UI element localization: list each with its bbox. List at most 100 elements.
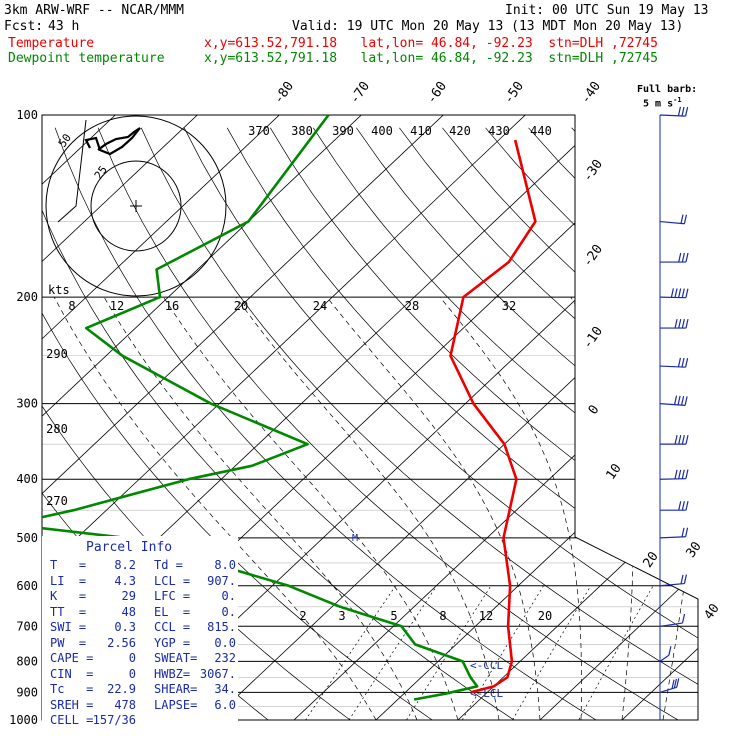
barb-feather bbox=[685, 435, 689, 445]
dry-adiabat-420 bbox=[571, 127, 698, 720]
wind-barb bbox=[659, 574, 688, 587]
moist-adiabat-20 bbox=[326, 296, 541, 720]
barb-feather bbox=[668, 646, 672, 656]
mixing-ratio-label-upper: 16 bbox=[165, 299, 179, 313]
valid-time: Valid: 19 UTC Mon 20 May 13 (13 MDT Mon … bbox=[292, 19, 684, 34]
barb-feather bbox=[685, 469, 689, 479]
isotherm-label: 10 bbox=[603, 461, 624, 482]
barb-feather bbox=[681, 318, 685, 329]
barb-feather bbox=[673, 678, 677, 689]
pressure-label-400: 400 bbox=[16, 472, 38, 486]
parcel-v2: 3067. bbox=[199, 666, 236, 681]
barb-feather bbox=[685, 501, 689, 511]
theta-label-left: 290 bbox=[46, 347, 68, 361]
parcel-v2: 0.0 bbox=[214, 635, 236, 650]
theta-label-top: 430 bbox=[488, 124, 510, 138]
parcel-k2: Td = bbox=[154, 558, 183, 572]
parcel-v2: 34. bbox=[214, 682, 236, 696]
barb-legend-title: Full barb: bbox=[637, 84, 698, 95]
dry-adiabat-400 bbox=[485, 127, 698, 720]
parcel-marker: M bbox=[352, 533, 358, 544]
parcel-k1: CELL = bbox=[50, 713, 94, 727]
barb-staff bbox=[659, 114, 686, 117]
parcel-v1: 48 bbox=[121, 604, 136, 619]
parcel-v2: 0. bbox=[221, 604, 236, 619]
dry-adiabat-350 bbox=[270, 127, 698, 720]
dry-adiabat-440 bbox=[657, 127, 698, 720]
pressure-label-800: 800 bbox=[16, 654, 38, 668]
barb-feather bbox=[685, 318, 689, 329]
isotherm-label: -50 bbox=[501, 79, 527, 107]
barb-feather bbox=[674, 318, 678, 329]
barb-feather bbox=[683, 214, 688, 224]
parcel-k1: CIN = bbox=[50, 666, 94, 681]
theta-label-top: 420 bbox=[449, 124, 471, 138]
forecast-hours: 43 h bbox=[48, 19, 80, 34]
barb-feather bbox=[685, 106, 689, 117]
parcel-k2: SWEAT= bbox=[154, 651, 198, 665]
isotherm-label: -40 bbox=[578, 79, 604, 107]
mixing-ratio-8 bbox=[454, 585, 544, 720]
barb-feather bbox=[685, 358, 689, 368]
barb-feather bbox=[681, 469, 685, 479]
barb-staff bbox=[659, 686, 677, 693]
theta-label-top: 370 bbox=[248, 124, 270, 138]
wind-barb bbox=[659, 357, 689, 368]
mixing-ratio-5 bbox=[398, 585, 492, 720]
barb-feather bbox=[678, 469, 682, 479]
parcel-v1: 8.2 bbox=[114, 558, 136, 572]
theta-label-left: 280 bbox=[46, 422, 68, 436]
isotherm-label: 0 bbox=[586, 402, 603, 417]
barb-feather bbox=[678, 288, 682, 298]
barb-feather bbox=[674, 288, 678, 298]
parcel-k2: LCL = bbox=[154, 573, 191, 588]
wind-barb bbox=[659, 678, 680, 693]
parcel-v1: 478 bbox=[114, 697, 136, 712]
isotherm--120 bbox=[42, 115, 48, 720]
barb-feather bbox=[678, 252, 682, 263]
theta-label-top: 410 bbox=[410, 124, 432, 138]
barb-feather bbox=[680, 214, 684, 224]
parcel-v1: 0 bbox=[128, 666, 136, 681]
isotherm-label: -10 bbox=[580, 324, 606, 352]
parcel-k1: CAPE = bbox=[50, 651, 94, 665]
barb-feather bbox=[681, 357, 685, 368]
kts-label: kts bbox=[48, 283, 70, 297]
barb-feather bbox=[671, 679, 675, 689]
isotherm--20 bbox=[198, 115, 698, 720]
parcel-k1: TT = bbox=[50, 604, 87, 619]
wind-barb bbox=[659, 613, 686, 627]
barb-feather bbox=[681, 395, 685, 406]
dry-adiabat-410 bbox=[528, 127, 698, 720]
moist-adiabat-5 bbox=[103, 296, 418, 720]
isotherm-label: -60 bbox=[424, 79, 450, 107]
barb-feather bbox=[678, 318, 682, 329]
barb-feather bbox=[681, 106, 685, 117]
barb-feather bbox=[681, 435, 685, 445]
dry-adiabat-300 bbox=[54, 127, 618, 720]
parcel-v2: 907. bbox=[207, 573, 236, 588]
dry-adiabat-450 bbox=[701, 128, 740, 733]
isotherm--60 bbox=[42, 115, 540, 720]
hodograph-axis bbox=[57, 119, 87, 223]
barb-legend-exponent: -1 bbox=[673, 96, 682, 104]
dry-adiabat-430 bbox=[614, 127, 698, 720]
parcel-v1: 0.3 bbox=[114, 620, 136, 634]
barb-staff bbox=[659, 403, 686, 406]
ccl-label: <-CCL bbox=[470, 659, 503, 672]
barb-staff bbox=[659, 478, 686, 480]
barb-feather bbox=[673, 395, 678, 405]
parcel-k1: Tc = bbox=[50, 682, 94, 696]
wind-barb bbox=[659, 646, 672, 662]
dry-adiabat-360 bbox=[313, 127, 698, 720]
barb-staff bbox=[659, 536, 686, 539]
barb-feather bbox=[681, 613, 686, 624]
model-title: 3km ARW-WRF -- NCAR/MMM bbox=[4, 3, 185, 18]
parcel-v1: 157/36 bbox=[92, 713, 136, 727]
barb-feather bbox=[681, 527, 685, 538]
isotherm--80 bbox=[42, 115, 376, 720]
isotherm-30 bbox=[608, 115, 698, 720]
barb-staff bbox=[659, 220, 685, 225]
isotherm-label: -30 bbox=[580, 157, 606, 185]
mixing-ratio-label-lower: 8 bbox=[439, 609, 446, 623]
